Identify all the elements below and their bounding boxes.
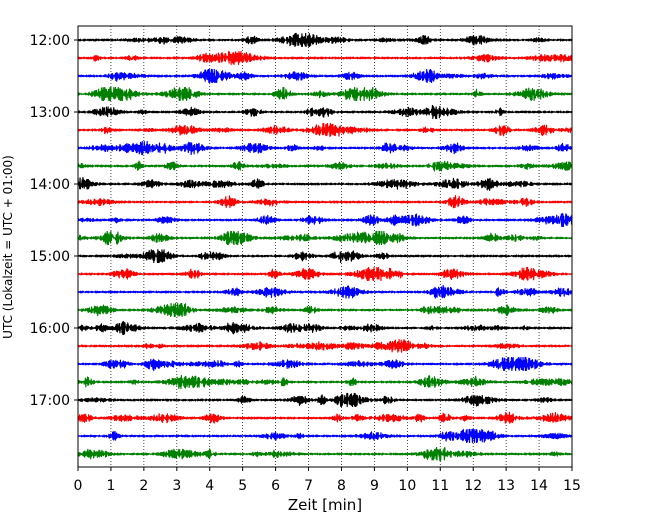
trace-1415 (77, 195, 573, 209)
trace-1400 (77, 176, 573, 191)
x-tick-label: 5 (238, 478, 247, 494)
trace-1600 (77, 320, 573, 336)
x-tick-label: 8 (337, 478, 346, 494)
y-axis-label: UTC (Lokalzeit = UTC + 01:00) (1, 155, 15, 339)
trace-1745 (77, 446, 573, 462)
trace-1315 (77, 122, 573, 138)
trace-1500 (77, 249, 573, 264)
y-tick-label: 12:00 (30, 33, 70, 49)
x-tick-label: 7 (304, 478, 313, 494)
trace-1730 (77, 428, 573, 444)
x-tick-label: 15 (563, 478, 581, 494)
trace-1215 (77, 50, 573, 66)
x-tick-label: 0 (74, 478, 83, 494)
x-tick-label: 1 (106, 478, 115, 494)
trace-1715 (77, 411, 573, 424)
plot-frame (77, 25, 573, 468)
x-tick-label: 10 (398, 478, 416, 494)
trace-1300 (77, 104, 573, 120)
x-tick-label: 14 (530, 478, 548, 494)
x-tick-label: 3 (172, 478, 181, 494)
x-tick-label: 9 (370, 478, 379, 494)
y-tick-label: 16:00 (30, 321, 70, 337)
trace-1630 (77, 356, 573, 372)
trace-lines (77, 32, 573, 462)
x-tick-label: 2 (139, 478, 148, 494)
trace-1545 (77, 302, 573, 318)
trace-1515 (77, 266, 573, 282)
x-tick-label: 6 (271, 478, 280, 494)
trace-1430 (77, 212, 573, 228)
x-tick-label: 4 (205, 478, 214, 494)
trace-1330 (77, 140, 573, 156)
x-tick-label: 13 (497, 478, 515, 494)
trace-1245 (77, 86, 573, 102)
trace-1230 (77, 68, 573, 84)
y-tick-label: 14:00 (30, 177, 70, 193)
y-axis-ticks: 12:00 13:00 14:00 15:00 16:00 17:00 (30, 33, 78, 409)
trace-1615 (77, 338, 573, 353)
x-axis-label: Zeit [min] (288, 496, 362, 514)
trace-1345 (77, 160, 573, 172)
x-axis-ticks: 0 1 2 3 4 5 6 7 8 9 10 11 12 13 14 15 (74, 467, 581, 494)
trace-1645 (77, 374, 573, 390)
trace-1445 (77, 230, 573, 246)
trace-1700 (77, 392, 573, 408)
x-tick-label: 12 (464, 478, 482, 494)
trace-1200 (77, 32, 573, 48)
x-tick-label: 11 (431, 478, 449, 494)
y-tick-label: 17:00 (30, 393, 70, 409)
y-tick-label: 13:00 (30, 105, 70, 121)
trace-1530 (77, 284, 573, 299)
y-tick-label: 15:00 (30, 249, 70, 265)
